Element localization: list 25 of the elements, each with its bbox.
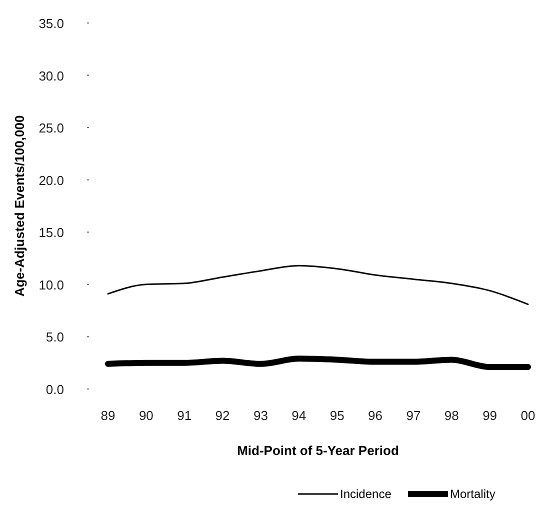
y-axis-title: Age-Adjusted Events/100,000	[12, 115, 27, 297]
legend-label: Incidence	[340, 487, 392, 501]
y-tick-label: 35.0	[38, 16, 64, 31]
y-tick-label: 25.0	[38, 120, 64, 136]
x-tick-label: 95	[330, 408, 344, 423]
y-tick-label: 15.0	[38, 225, 64, 240]
x-tick-label: 99	[482, 408, 498, 423]
x-tick-label: 96	[368, 408, 383, 423]
line-series	[107, 264, 529, 306]
x-tick-label: 91	[177, 408, 192, 423]
x-tick-label: 93	[253, 408, 268, 423]
x-tick-label: 00	[520, 408, 536, 423]
x-tick-label: 98	[444, 408, 459, 423]
y-tick-label: 10.0	[38, 277, 64, 292]
y-tick-label: 5.0	[46, 330, 64, 345]
x-tick-label: 94	[292, 408, 306, 423]
legend-label: Mortality	[450, 487, 496, 501]
y-tick-label: 0.0	[46, 382, 64, 397]
x-tick-label: 90	[138, 408, 154, 423]
x-tick-label: 89	[100, 408, 116, 423]
x-tick-label: 97	[406, 408, 421, 423]
y-tick-label: 30.0	[38, 68, 64, 84]
x-axis-title: Mid-Point of 5-Year Period	[237, 443, 399, 458]
y-tick-label: 20.0	[38, 172, 64, 188]
x-tick-label: 92	[215, 408, 230, 423]
